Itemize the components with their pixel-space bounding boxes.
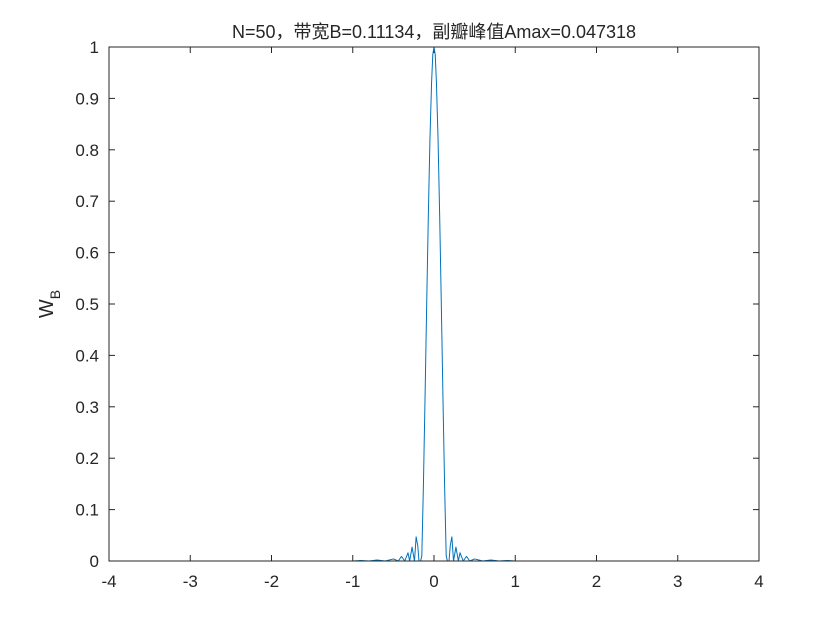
x-tick-label: -1 (345, 572, 360, 591)
y-axis-label-main: W (36, 299, 58, 318)
x-tick-label: -3 (183, 572, 198, 591)
y-tick-label: 0.1 (75, 501, 99, 520)
plot-area (109, 47, 759, 561)
x-tick-label: -4 (101, 572, 116, 591)
y-tick-label: 0.2 (75, 449, 99, 468)
y-axis-label: WB (36, 290, 63, 318)
x-tick-label: 0 (429, 572, 438, 591)
axes-box (108, 46, 760, 562)
x-tick-label: 3 (673, 572, 682, 591)
y-tick-label: 0.9 (75, 89, 99, 108)
chart-title: N=50，带宽B=0.11134，副瓣峰值Amax=0.047318 (232, 22, 636, 42)
y-tick-label: 1 (90, 38, 99, 57)
y-tick-label: 0.3 (75, 398, 99, 417)
x-tick-label: -2 (264, 572, 279, 591)
tick-layer: -4 -3 -2 -1 0 1 2 3 4 0 0.1 0.2 0.3 0.4 0.5 0.6 0.7 0.8 0.… (75, 38, 763, 591)
svg-text:WB: WB (36, 290, 63, 318)
y-tick-label: 0.5 (75, 295, 99, 314)
x-tick-label: 2 (592, 572, 601, 591)
y-axis-label-subscript: B (47, 290, 63, 299)
y-tick-label: 0.8 (75, 141, 99, 160)
y-tick-label: 0 (90, 552, 99, 571)
y-tick-label: 0.7 (75, 192, 99, 211)
x-tick-label: 1 (511, 572, 520, 591)
y-tick-label: 0.4 (75, 346, 99, 365)
x-tick-label: 4 (754, 572, 763, 591)
y-tick-label: 0.6 (75, 244, 99, 263)
